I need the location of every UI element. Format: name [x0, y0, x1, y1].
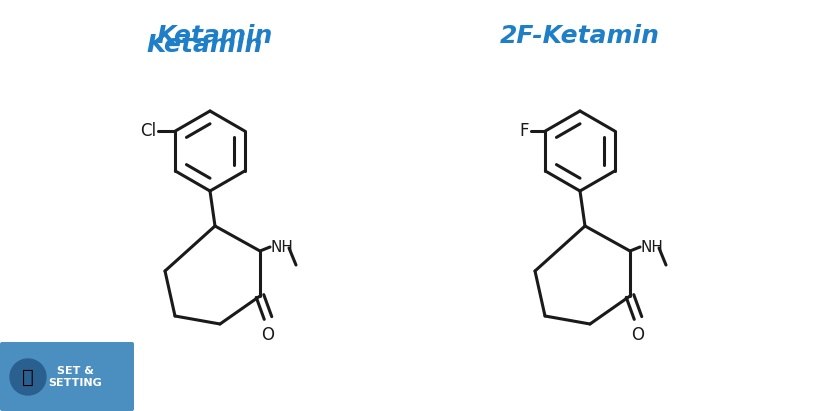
- Text: Cl: Cl: [140, 122, 157, 140]
- Text: NH: NH: [641, 240, 664, 254]
- Text: 2F-Ketamin: 2F-Ketamin: [500, 24, 660, 48]
- Text: NH: NH: [271, 240, 294, 254]
- Circle shape: [10, 359, 46, 395]
- Text: O: O: [261, 326, 274, 344]
- Text: F: F: [520, 122, 530, 140]
- Text: Ketamin: Ketamin: [147, 33, 263, 57]
- Text: Ketamin: Ketamin: [157, 24, 273, 48]
- Text: 🧠: 🧠: [22, 367, 34, 386]
- Text: SET &
SETTING: SET & SETTING: [48, 366, 102, 388]
- FancyBboxPatch shape: [0, 342, 134, 411]
- Text: O: O: [632, 326, 645, 344]
